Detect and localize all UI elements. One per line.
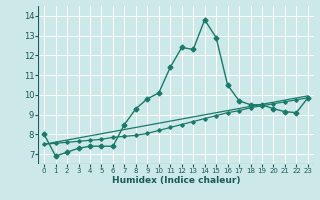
X-axis label: Humidex (Indice chaleur): Humidex (Indice chaleur) <box>112 176 240 185</box>
